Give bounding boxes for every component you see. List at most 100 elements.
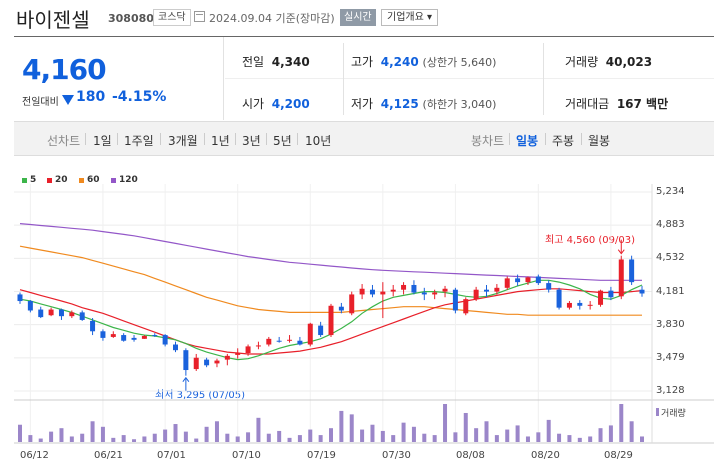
volume-bar xyxy=(163,429,168,442)
candle-body xyxy=(577,302,583,306)
volume-bar xyxy=(557,433,562,442)
volume-bar xyxy=(80,433,85,442)
calendar-icon xyxy=(194,11,205,22)
volume-bar xyxy=(380,430,385,442)
candle-body xyxy=(369,289,375,295)
tab-1year[interactable]: 1년 xyxy=(211,134,230,148)
candle-body xyxy=(494,287,500,292)
volume-bar xyxy=(214,421,219,442)
volume-bar xyxy=(225,433,230,442)
company-overview-button[interactable]: 기업개요 ▾ xyxy=(381,9,438,26)
candle-body xyxy=(629,259,635,283)
amount-label: 거래대금 xyxy=(565,97,610,111)
low-label: 저가 xyxy=(351,97,374,111)
candle-body xyxy=(121,335,127,341)
candle-body xyxy=(245,346,251,354)
y-tick-label: 4,883 xyxy=(656,219,685,230)
tab-monthly-candle[interactable]: 월봉 xyxy=(588,134,611,148)
volume-bar xyxy=(598,428,603,442)
candle-body xyxy=(318,325,324,336)
candle-body xyxy=(173,344,178,351)
date-text: 2024.09.04 xyxy=(209,12,272,25)
x-tick-label: 08/29 xyxy=(604,450,633,461)
volume-bar xyxy=(183,431,188,442)
amount-value: 167 백만 xyxy=(616,97,669,111)
candle-body xyxy=(349,294,355,314)
candle-body xyxy=(359,288,365,295)
candle-body xyxy=(535,276,541,284)
candle-body xyxy=(390,289,396,292)
price-change: 180 xyxy=(76,89,106,105)
candle-body xyxy=(556,289,562,308)
low-arrow-head xyxy=(182,376,190,382)
stock-code: 308080 xyxy=(108,12,154,25)
volume-bar xyxy=(370,424,375,442)
down-arrow-icon xyxy=(62,95,74,105)
series-ma60-line xyxy=(19,245,642,316)
candle-body xyxy=(452,289,458,311)
volume-bar xyxy=(132,439,137,442)
summary-col-divider xyxy=(543,43,544,115)
candle-body xyxy=(90,320,96,332)
tab-divider xyxy=(204,133,205,145)
x-tick-label: 07/01 xyxy=(157,450,186,461)
tab-weekly-candle[interactable]: 주봉 xyxy=(552,134,575,148)
candle-body xyxy=(328,305,334,336)
stock-header: 바이젠셀 308080 코스닥 2024.09.04 기준(장마감) 실시간 기… xyxy=(0,0,714,36)
open-label: 시가 xyxy=(242,97,265,111)
candle-body xyxy=(69,312,75,317)
candle-body xyxy=(484,289,489,292)
volume-bar xyxy=(152,433,157,442)
x-tick-label: 08/20 xyxy=(531,450,560,461)
tab-3year[interactable]: 3년 xyxy=(242,134,261,148)
tab-1day[interactable]: 1일 xyxy=(93,134,112,148)
line-chart-label[interactable]: 선차트 xyxy=(47,134,81,148)
volume-bar xyxy=(308,429,313,442)
candle-body xyxy=(162,335,168,345)
volume-bar xyxy=(494,435,499,442)
legend-ma5: 5 xyxy=(30,175,37,185)
volume-bar xyxy=(318,435,323,442)
volume-bar xyxy=(38,438,43,442)
volume-bar xyxy=(266,433,271,442)
volume-bar xyxy=(515,425,520,442)
volume-label: 거래량 xyxy=(565,55,599,69)
volume-value: 40,023 xyxy=(605,55,653,69)
y-tick-label: 5,234 xyxy=(656,186,685,197)
prev-label: 전일 xyxy=(242,55,265,69)
volume-bar xyxy=(608,425,613,442)
candle-chart-label[interactable]: 봉차트 xyxy=(471,134,505,148)
volume-bar xyxy=(49,431,54,442)
candle-body xyxy=(432,292,438,295)
volume-bar xyxy=(349,414,354,442)
x-tick-label: 06/12 xyxy=(20,450,49,461)
tab-daily-candle[interactable]: 일봉 xyxy=(516,134,539,148)
candle-body xyxy=(587,304,593,306)
candle-body xyxy=(152,335,158,337)
volume-legend-text: 거래량 xyxy=(661,409,686,419)
realtime-button[interactable]: 실시간 xyxy=(340,9,376,26)
header-divider xyxy=(14,36,714,37)
price-box: 4,160 전일대비 180 -4.15% xyxy=(14,37,224,120)
volume-bar xyxy=(142,436,147,442)
tab-3month[interactable]: 3개월 xyxy=(168,134,198,148)
y-tick-label: 3,128 xyxy=(656,385,685,396)
legend-ma20: 20 xyxy=(55,175,68,185)
tab-10year[interactable]: 10년 xyxy=(305,134,332,148)
candle-body xyxy=(401,284,407,290)
candle-body xyxy=(131,337,137,340)
summary-grid: 전일 4,340 고가 4,240 (상한가 5,640) 거래량 40,023… xyxy=(225,37,714,120)
volume-bar xyxy=(111,437,116,442)
candle-body xyxy=(27,301,33,311)
candle-body xyxy=(48,309,54,316)
tab-5year[interactable]: 5년 xyxy=(273,134,292,148)
volume-bar xyxy=(432,435,437,442)
tab-1week[interactable]: 1주일 xyxy=(124,134,154,148)
volume-bar xyxy=(536,432,541,442)
x-tick-label: 07/19 xyxy=(307,450,336,461)
candle-body xyxy=(204,359,210,366)
legend-ma120-swatch xyxy=(111,178,116,183)
chart-period-tabs: 선차트 1일 1주일 3개월 1년 3년 5년 10년 봉차트 일봉 주봉 월봉 xyxy=(14,121,714,156)
volume-bar xyxy=(463,412,468,442)
tab-divider xyxy=(117,133,118,145)
